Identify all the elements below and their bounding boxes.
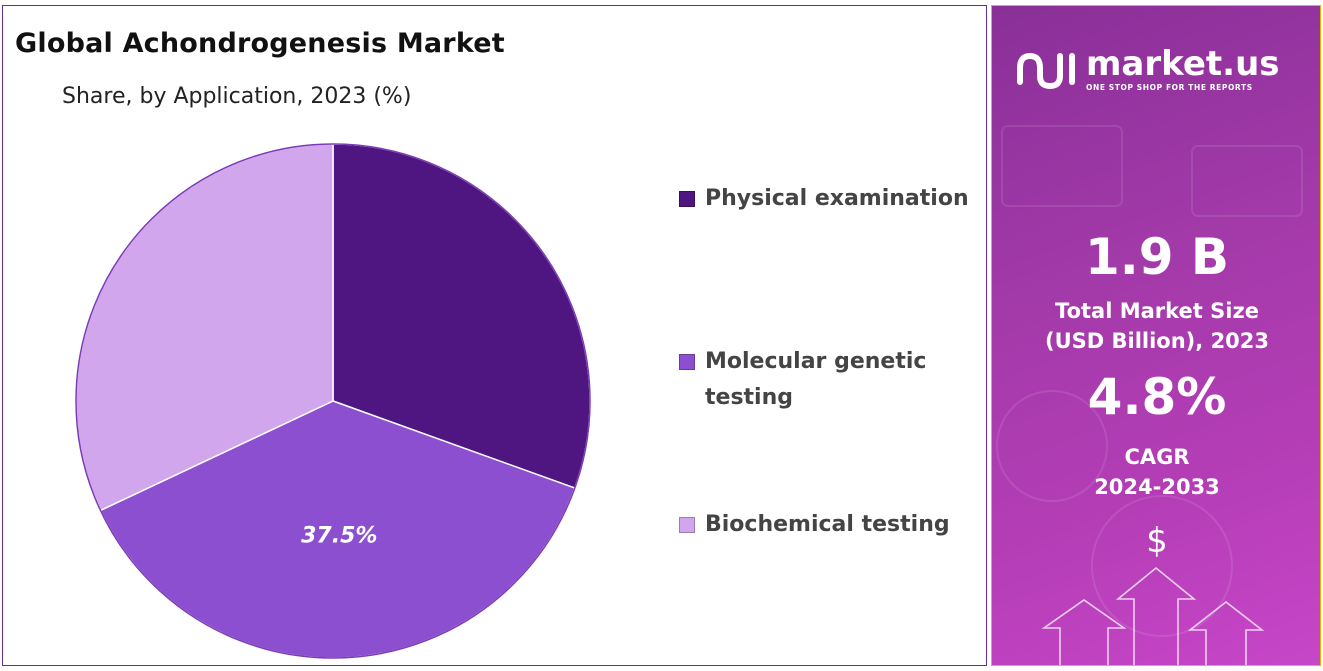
data-label-molecular-genetic-testing: 37.5% xyxy=(301,523,377,548)
summary-panel: market.us ONE STOP SHOP FOR THE REPORTS … xyxy=(991,5,1321,666)
market-size-label-line2: (USD Billion), 2023 xyxy=(1044,329,1270,353)
background-decoration xyxy=(996,125,1303,665)
market-us-logo-icon xyxy=(1017,52,1075,90)
brand-name: market.us xyxy=(1086,43,1280,84)
legend-swatch xyxy=(679,191,695,207)
legend-item-physical-examination: Physical examination xyxy=(679,181,985,217)
brand: market.us ONE STOP SHOP FOR THE REPORTS xyxy=(1014,46,1280,92)
legend-item-biochemical-testing: Biochemical testing xyxy=(679,507,985,543)
legend-label: Molecular genetic testing xyxy=(705,349,927,410)
chart-panel: Global Achondrogenesis Market Share, by … xyxy=(2,5,987,666)
cagr-label-line1: CAGR xyxy=(1124,445,1190,469)
legend-swatch xyxy=(679,354,695,370)
pie-chart: 37.5% xyxy=(75,143,591,659)
pie-outline xyxy=(75,143,591,659)
legend-swatch xyxy=(679,517,695,533)
chart-subtitle: Share, by Application, 2023 (%) xyxy=(62,84,412,109)
chart-title: Global Achondrogenesis Market xyxy=(15,28,505,59)
market-size-label-line1: Total Market Size xyxy=(1055,299,1259,323)
legend-item-molecular-genetic-testing: Molecular genetic testing xyxy=(679,344,945,416)
dollar-icon: $ xyxy=(1146,521,1168,561)
legend-label: Biochemical testing xyxy=(705,512,950,537)
market-size-value: 1.9 B xyxy=(1084,228,1230,286)
brand-tagline: ONE STOP SHOP FOR THE REPORTS xyxy=(1086,82,1253,92)
cagr-label-line2: 2024-2033 xyxy=(1094,475,1220,499)
legend-label: Physical examination xyxy=(705,186,969,211)
cagr-value: 4.8% xyxy=(1087,368,1227,426)
